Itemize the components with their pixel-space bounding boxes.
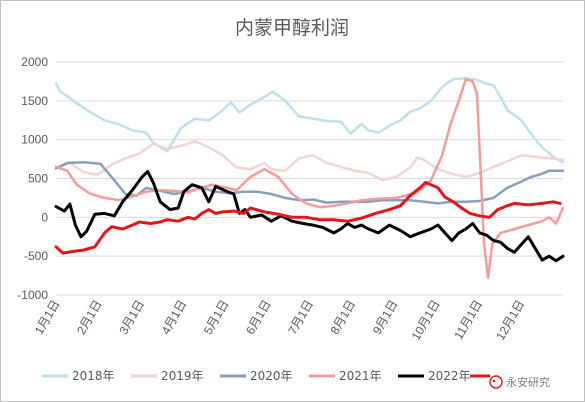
- x-tick-label: 9月1日: [370, 298, 401, 337]
- y-tick-label: 500: [28, 172, 48, 186]
- x-tick-label: 5月1日: [201, 298, 232, 337]
- legend-label: 2020年: [250, 369, 293, 383]
- x-tick-label: 3月1日: [116, 298, 147, 337]
- series-line-3: [54, 77, 565, 280]
- series-line-4: [54, 170, 565, 263]
- y-tick-label: 1000: [21, 133, 48, 147]
- wechat-icon-dot: [492, 379, 496, 383]
- y-tick-label: -1000: [17, 288, 48, 302]
- series-lines: [54, 77, 565, 280]
- watermark-text: 永安研究: [506, 375, 550, 389]
- series-line-1: [54, 139, 565, 182]
- legend-label: 2018年: [72, 369, 115, 383]
- y-tick-label: 1500: [21, 94, 48, 108]
- watermark: 永安研究: [489, 375, 550, 389]
- y-tick-label: -500: [24, 249, 48, 263]
- x-tick-label: 8月1日: [328, 298, 359, 337]
- legend: 2018年 2019年 2020年 2021年 2022年: [42, 369, 490, 383]
- legend-label: 2019年: [161, 369, 204, 383]
- y-axis: 2000 1500 1000 500 0 -500 -1000: [17, 55, 48, 302]
- x-tick-label: 6月1日: [243, 298, 274, 337]
- legend-label: 2022年: [428, 369, 471, 383]
- y-tick-label: 0: [41, 210, 48, 224]
- x-tick-label: 1月1日: [32, 298, 63, 337]
- wechat-icon: [489, 375, 503, 389]
- legend-label: 2021年: [339, 369, 382, 383]
- series-line-5: [54, 180, 562, 255]
- chart-title: 内蒙甲醇利润: [235, 17, 349, 39]
- y-tick-label: 2000: [21, 55, 48, 69]
- x-tick-label: 2月1日: [74, 298, 105, 337]
- series-line-0: [54, 77, 565, 164]
- x-tick-label: 11月1日: [451, 298, 485, 342]
- x-tick-label: 7月1日: [285, 298, 316, 337]
- x-tick-label: 10月1日: [409, 298, 443, 343]
- x-tick-label: 4月1日: [159, 298, 190, 337]
- x-axis: 1月1日 2月1日 3月1日 4月1日 5月1日 6月1日 7月1日 8月1日 9月1日 10月1…: [32, 298, 528, 343]
- x-tick-label: 12月1日: [493, 298, 527, 343]
